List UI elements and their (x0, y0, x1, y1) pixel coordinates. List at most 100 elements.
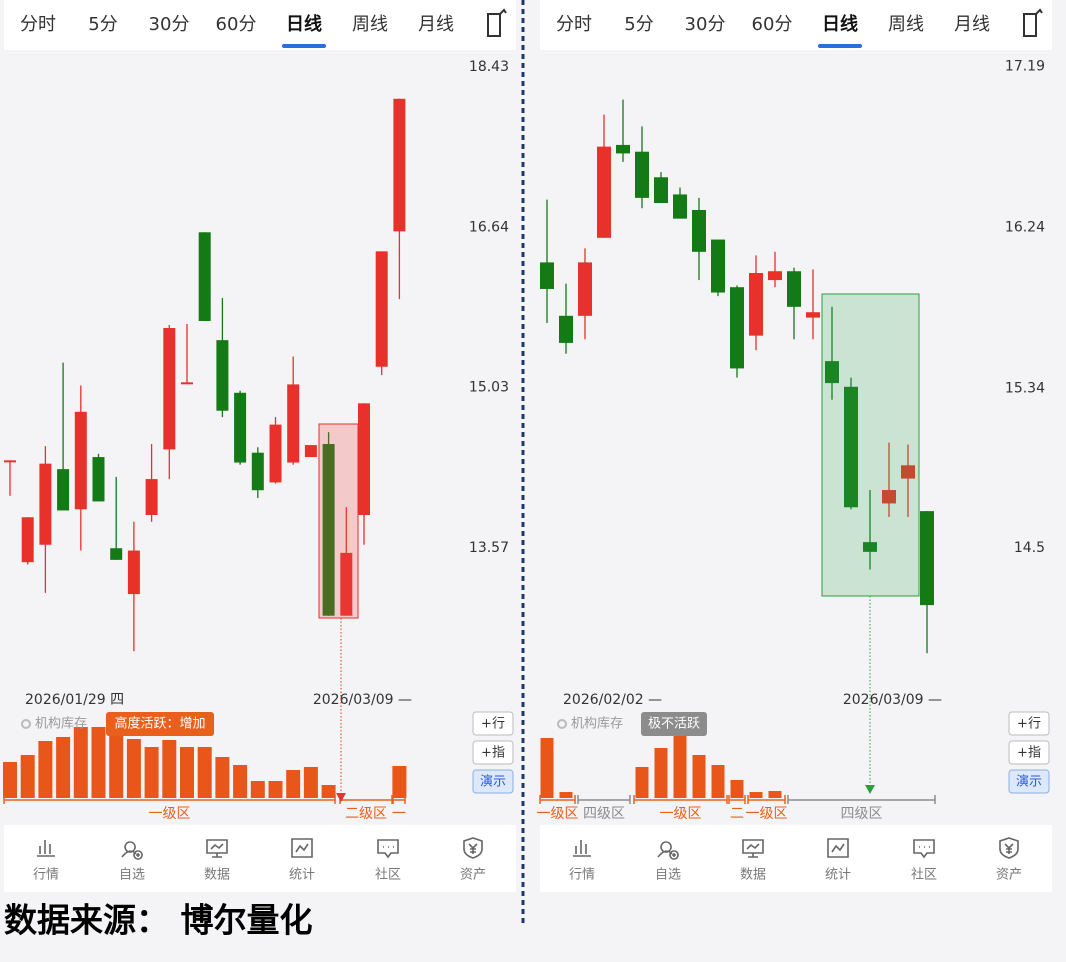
nav-icon[interactable] (377, 839, 399, 859)
inventory-bar (321, 785, 336, 798)
inventory-bar (749, 792, 763, 798)
inventory-bar (559, 792, 573, 798)
nav-label[interactable]: 自选 (655, 868, 681, 883)
nav-icon[interactable] (121, 841, 143, 860)
tab-bar (4, 0, 516, 50)
inventory-bar (730, 780, 744, 798)
candle-body (163, 328, 176, 450)
y-tick-label: 15.03 (469, 380, 509, 396)
candle-body (110, 548, 123, 560)
zone-label: 一级区 (660, 806, 702, 822)
tab[interactable]: 5分 (624, 14, 653, 35)
tab[interactable]: 分时 (20, 14, 56, 35)
candle-body (806, 312, 820, 318)
nav-label[interactable]: 自选 (119, 868, 145, 883)
tab[interactable]: 5分 (88, 14, 117, 35)
tab[interactable]: 60分 (752, 14, 793, 35)
tab[interactable]: 日线 (822, 13, 858, 35)
tab[interactable]: 30分 (149, 14, 190, 35)
candle-body (127, 550, 140, 595)
tab[interactable]: 分时 (556, 14, 592, 35)
zone-bracket (577, 795, 631, 804)
candle-body (749, 272, 763, 336)
nav-icon[interactable] (573, 840, 591, 857)
chart-area (540, 50, 1052, 825)
side-button-text[interactable]: 演示 (1016, 774, 1042, 790)
candle-body (21, 517, 34, 563)
gear-icon (21, 719, 31, 729)
source-note: 数据来源： 博尔量化 (4, 901, 313, 940)
candle-body (844, 386, 858, 508)
side-button[interactable] (1008, 740, 1050, 765)
nav-label[interactable]: 社区 (911, 867, 937, 883)
nav-label[interactable]: 数据 (204, 868, 230, 883)
nav-icon[interactable] (742, 839, 764, 858)
nav-label[interactable]: 统计 (825, 868, 851, 883)
nav-bar (4, 825, 516, 892)
zone-label: 一级区 (149, 806, 191, 822)
candle-body (616, 144, 630, 154)
tab-underline (282, 44, 326, 48)
candle-body (216, 340, 229, 411)
tab[interactable]: 30分 (685, 14, 726, 35)
panels-background (4, 0, 1052, 892)
nav-icon[interactable] (291, 838, 313, 858)
nav-label[interactable]: 资产 (996, 868, 1022, 883)
inventory-bar (250, 781, 265, 798)
side-button-text[interactable]: 演示 (480, 774, 506, 790)
zone-bracket (3, 795, 336, 804)
nav-label[interactable]: 行情 (33, 868, 59, 883)
inventory-bar (303, 767, 318, 798)
inventory-bar (109, 733, 124, 798)
candle-body (322, 444, 335, 616)
inventory-bar (768, 791, 782, 798)
nav-icon[interactable] (657, 841, 679, 860)
nav-label[interactable]: 资产 (460, 868, 486, 883)
arrow-head (336, 793, 346, 802)
inventory-bar (126, 739, 141, 798)
side-button[interactable] (472, 740, 514, 765)
candle-body (358, 403, 370, 515)
tab[interactable]: 周线 (888, 14, 924, 35)
side-button[interactable] (1008, 769, 1050, 794)
nav-label[interactable]: 行情 (569, 868, 595, 883)
side-button[interactable] (472, 769, 514, 794)
tab[interactable]: 60分 (216, 14, 257, 35)
nav-icon[interactable] (913, 839, 935, 859)
nav-icon[interactable] (463, 837, 483, 859)
nav-label[interactable]: 社区 (375, 867, 401, 883)
side-button-text[interactable]: +行 (1017, 717, 1041, 732)
rotate-icon[interactable] (1023, 8, 1043, 37)
candle-body (74, 411, 87, 510)
candle-body (559, 315, 573, 343)
nav-label[interactable]: 统计 (289, 868, 315, 883)
inventory-bar (197, 747, 212, 798)
y-tick-label: 16.64 (469, 220, 509, 236)
tab[interactable]: 周线 (352, 14, 388, 35)
zone-bracket (633, 795, 728, 804)
inventory-label: 机构库存 (571, 716, 623, 732)
status-badge-text: 高度活跃：增加 (114, 716, 205, 732)
side-button[interactable] (472, 711, 514, 736)
tab[interactable]: 日线 (286, 13, 322, 35)
nav-icon[interactable] (37, 840, 55, 857)
side-button-text[interactable]: +指 (481, 746, 505, 761)
side-button-text[interactable]: +指 (1017, 746, 1041, 761)
inventory-bar (692, 755, 706, 798)
side-button-text[interactable]: +行 (481, 717, 505, 732)
side-button[interactable] (1008, 711, 1050, 736)
content: 分时 5分 30分 60分 日线 周线 月线 18.43 16.64 15.03 13.57 2026… (3, 8, 1050, 883)
nav-icon[interactable] (206, 839, 228, 858)
inventory-label: 机构库存 (35, 716, 87, 732)
inventory-bar (268, 781, 283, 798)
nav-icon[interactable] (827, 838, 849, 858)
tab[interactable]: 月线 (418, 14, 454, 35)
tab[interactable]: 月线 (954, 14, 990, 35)
arrow-head (865, 785, 875, 794)
status-badge (641, 712, 707, 736)
nav-label[interactable]: 数据 (740, 868, 766, 883)
rotate-icon[interactable] (487, 8, 507, 37)
nav-icon[interactable] (999, 837, 1019, 859)
inventory-bar (654, 748, 668, 798)
